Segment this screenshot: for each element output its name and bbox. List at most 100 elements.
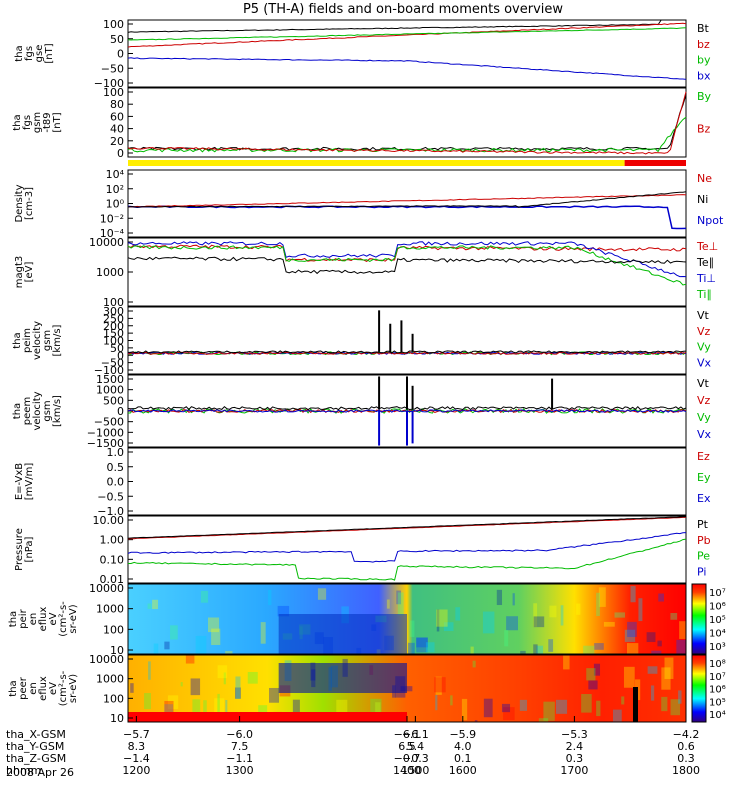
legend-vz-label: Vz: [697, 325, 711, 338]
y-axis-label-line: gsm: [32, 112, 43, 133]
legend-ex-label: Ex: [697, 492, 711, 505]
spectrogram-cell: [217, 693, 220, 716]
legend-vy-label: Vy: [697, 411, 711, 424]
y-axis-label-line: [nPa]: [24, 536, 35, 562]
y-axis-label-line: Pressure: [14, 528, 25, 571]
panel-efield: 1.0 0.5 0.0−0.5 −1.0 E=-VxB [mV/m] Ez Ey Ex: [14, 446, 711, 518]
legend-pe-label: Pe: [697, 550, 710, 563]
spectrogram-cell: [651, 650, 662, 654]
spectrogram-cell: [548, 639, 554, 652]
trace-bt: [127, 19, 686, 33]
y-tick-label: 1000: [96, 384, 124, 397]
axis-row-value: −0.7: [394, 752, 421, 765]
legend-bx-label: bx: [697, 69, 711, 82]
y-axis-label: tha peer en eflux eV (cm²-s-sr-eV): [8, 670, 79, 706]
spectrogram-cell: [190, 678, 201, 696]
status-bar-yellow: [128, 160, 625, 166]
y-axis-label-line: velocity: [32, 391, 43, 430]
spectrogram-cell: [679, 621, 686, 639]
spectrogram-cell: [461, 698, 468, 721]
date-label: 2008 Apr 26: [6, 766, 74, 779]
spectrogram-cell: [234, 687, 241, 699]
trace-pt: [127, 516, 687, 539]
axis-row-value: −4.2: [673, 728, 700, 741]
y-tick-label: 20: [110, 135, 124, 148]
y-tick-label: 0: [117, 147, 124, 160]
trace-bz: [127, 22, 687, 48]
spectrogram-cell: [638, 598, 643, 622]
y-axis-label: tha fgs gsm -t89 [nT]: [12, 112, 63, 133]
spectrogram-cell: [435, 694, 438, 711]
trace-pb: [127, 516, 686, 540]
y-axis-label-line: -t89: [42, 112, 53, 132]
spectrogram-cell: [147, 603, 152, 609]
y-tick-label: −100: [94, 77, 124, 90]
spectrogram-cell: [434, 677, 446, 693]
axis-row-label: tha_Y-GSM: [6, 740, 64, 753]
spectrogram-cell: [520, 650, 526, 654]
spectrogram-cell: [268, 589, 272, 606]
colorbar-tick-1: 10⁶: [709, 602, 726, 613]
colorbar-tick-2: 10⁵: [709, 615, 726, 626]
legend-ni-label: Ni: [697, 193, 708, 206]
spectrogram-cell: [614, 612, 626, 618]
spectrogram-cell: [235, 676, 241, 699]
spectrogram-peer: [128, 655, 686, 722]
spectrogram-cell: [258, 705, 268, 717]
axis-row-value: 1200: [122, 764, 150, 777]
y-tick-label: −100: [94, 364, 124, 377]
spectrogram-cell: [211, 628, 221, 645]
axis-row-value: −5.9: [449, 728, 476, 741]
spectrogram-cell: [650, 685, 655, 701]
spectrogram-cell: [214, 698, 225, 714]
axis-row-value: −6.1: [394, 728, 421, 741]
spectrogram-cell: [260, 622, 266, 644]
colorbar-peir: 10⁷ 10⁶ 10⁵ 10⁴ 10³: [691, 583, 726, 655]
y-tick-label: −1000: [87, 426, 124, 439]
spectrogram-cell: [247, 671, 258, 684]
spectrogram-cell: [563, 655, 570, 670]
spectrogram-cell: [519, 699, 528, 711]
trace-pi: [127, 532, 687, 563]
spectrogram-cell: [533, 616, 545, 628]
spectrogram-cell: [676, 639, 686, 654]
y-tick-label: 10.00: [93, 514, 125, 527]
y-axis-label: tha peim velocity gsm [km/s]: [12, 321, 63, 360]
y-axis-label-line: sr-eV): [68, 674, 79, 703]
spectrogram-cell: [627, 643, 639, 654]
panel-frame: [127, 87, 687, 158]
y-tick-label: 100: [103, 692, 124, 705]
spectrogram-cell: [506, 616, 519, 631]
spectrogram-cell: [164, 700, 174, 717]
panel-frame: [127, 447, 687, 516]
spectrogram-cell: [624, 629, 636, 642]
y-tick-label: 10: [110, 644, 124, 657]
spectrogram-cell: [397, 592, 404, 616]
y-axis-label-line: en: [28, 613, 39, 626]
spectrogram-cell: [370, 698, 382, 717]
spectrogram-cell: [223, 672, 226, 685]
y-tick-label: 60: [110, 110, 124, 123]
y-axis-label: magt3 [eV]: [14, 256, 35, 289]
spectrogram-cell: [623, 721, 630, 722]
spectrogram-cell: [630, 586, 636, 603]
spectrogram-cell: [195, 635, 207, 654]
spectrogram-cell: [583, 645, 595, 654]
y-axis-label-line: fgs: [22, 115, 33, 130]
y-axis-label: Density [cm-3]: [14, 184, 35, 222]
trace-te-perp: [127, 243, 687, 262]
y-axis-label: tha fgs gse [nT]: [14, 43, 55, 63]
colorbar-tick-0: 10⁷: [709, 588, 726, 599]
spectrogram-cell: [555, 699, 568, 714]
spectrogram-cell: [386, 599, 390, 609]
spectrogram-cell: [203, 700, 207, 722]
trace-pe: [128, 538, 687, 581]
y-axis-label-line: E=-VxB: [14, 463, 25, 500]
y-tick-label: 50: [110, 342, 124, 355]
axis-row-value: 1300: [226, 764, 254, 777]
legend-by-label: by: [697, 54, 711, 67]
spectrogram-cell: [455, 607, 461, 621]
y-tick-label: 0: [117, 349, 124, 362]
spectrogram-cell: [317, 588, 327, 600]
